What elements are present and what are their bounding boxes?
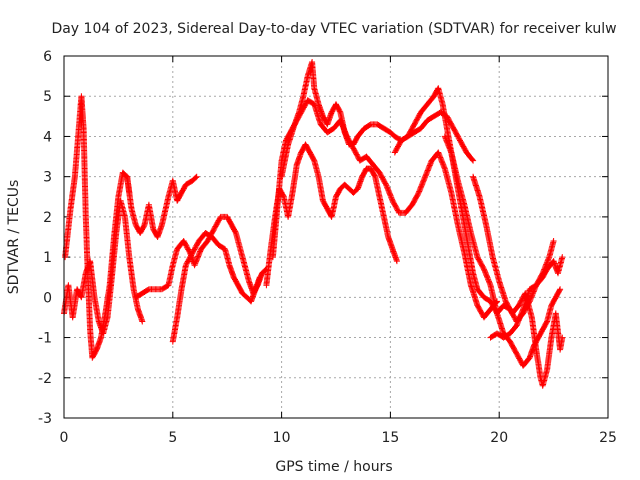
plus-markers xyxy=(487,254,566,341)
x-tick-label: 5 xyxy=(168,430,177,446)
y-tick-label: 2 xyxy=(43,210,52,226)
plus-markers xyxy=(263,141,400,289)
y-tick-label: 6 xyxy=(43,49,52,65)
series-satellite-track-12 xyxy=(487,254,566,341)
y-tick-label: 0 xyxy=(43,290,52,306)
y-tick-label: 3 xyxy=(43,170,52,186)
plot-frame xyxy=(63,55,609,419)
y-tick-label: 5 xyxy=(43,89,52,105)
y-axis-label: SDTVAR / TECUs xyxy=(6,180,22,295)
series-satellite-track-5 xyxy=(169,230,263,345)
x-tick-label: 15 xyxy=(381,430,399,446)
plus-markers xyxy=(441,133,564,369)
chart-title: Day 104 of 2023, Sidereal Day-to-day VTE… xyxy=(51,21,616,37)
series-satellite-track-10 xyxy=(441,133,564,369)
x-tick-label: 10 xyxy=(273,430,291,446)
data-points xyxy=(61,59,566,389)
series-satellite-track-3 xyxy=(124,173,200,240)
series-satellite-track-8 xyxy=(278,97,500,321)
series-satellite-track-6 xyxy=(263,141,400,289)
y-tick-label: -2 xyxy=(38,371,52,387)
y-tick-label: 4 xyxy=(43,129,52,145)
x-axis-label: GPS time / hours xyxy=(275,459,392,475)
y-tick-label: -3 xyxy=(38,411,52,427)
plus-markers xyxy=(169,230,263,345)
plus-markers xyxy=(124,173,200,240)
axis-ticks: 0 5 10 15 20 25 -3 -2 -1 0 1 2 3 4 5 6 xyxy=(38,49,617,446)
grid-lines xyxy=(64,56,608,418)
plus-markers xyxy=(278,97,500,321)
x-tick-label: 20 xyxy=(490,430,508,446)
y-tick-label: -1 xyxy=(38,331,52,347)
x-tick-label: 0 xyxy=(60,430,69,446)
x-tick-label: 25 xyxy=(599,430,617,446)
y-tick-label: 1 xyxy=(43,250,52,266)
